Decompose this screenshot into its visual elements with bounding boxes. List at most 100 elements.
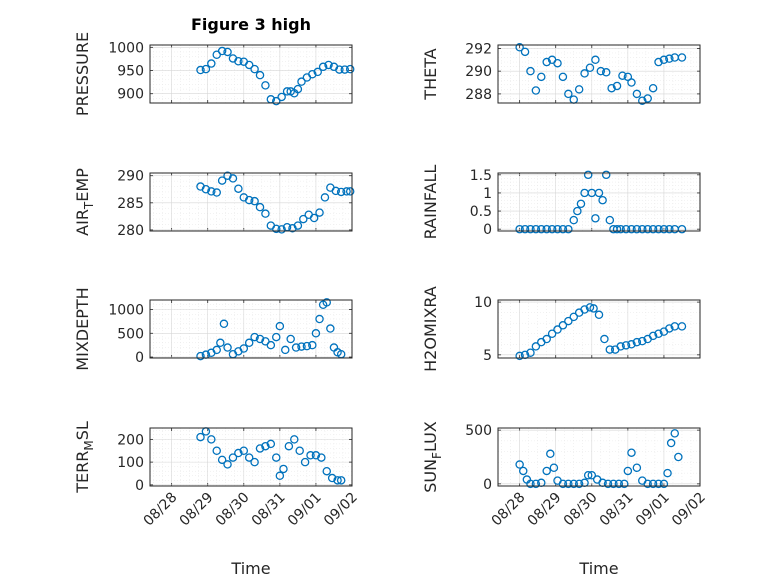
data-point [531,479,541,489]
y-axis-label: SUNFLUX [421,421,444,493]
y-axis-label: PRESSURE [73,32,92,116]
data-point [223,343,232,352]
data-point [515,351,524,361]
data-point [558,72,568,82]
x-tick-label: 08/28 [141,490,181,530]
y-tick-label: 100 [117,455,144,471]
data-point [546,449,555,459]
axes-box [149,427,353,487]
x-axis-label: Time [578,559,618,578]
data-point [228,174,238,183]
data-point [648,331,658,341]
data-point [345,64,355,74]
y-tick-label: 0 [483,222,492,238]
y-axis-label: MIXDEPTH [73,287,92,370]
figure-title: Figure 3 high [191,15,311,34]
y-axis-label: H2OMIXRA [421,286,440,372]
data-point [665,324,674,333]
data-point [627,224,636,234]
data-point [322,466,331,476]
subplot-2: 280 285 290 AIRTEMP [73,168,355,239]
data-point [659,55,669,65]
axes-box [149,44,353,104]
data-point [569,215,579,225]
data-point [603,479,613,489]
data-point [255,70,265,80]
data-point [250,457,259,467]
data-point [620,479,629,489]
x-tick-label: 08/28 [489,490,529,530]
axes-frame [497,299,701,359]
data-point [632,463,642,472]
data-point [266,439,276,449]
data-point [663,468,672,478]
x-axis-label: Time [230,559,270,578]
data-point [309,213,319,223]
y-tick-label: 0 [135,350,144,366]
data-point [520,224,530,234]
data-point [665,54,674,63]
data-point [573,206,582,216]
data-point [589,304,598,313]
data-point [519,466,528,476]
data-point [340,65,350,74]
data-point [616,224,625,234]
y-axis-label: THETA [421,48,440,100]
data-point [648,224,658,234]
data-point [207,187,216,196]
data-point [244,453,254,462]
data-point [196,351,205,361]
data-point [275,471,285,481]
data-point [654,57,663,67]
x-tick-label: 08/30 [213,490,253,530]
data-point [526,224,535,234]
data-point [244,338,254,348]
data-point [223,47,232,57]
data-point [196,432,205,442]
data-point [322,298,331,307]
data-point [271,224,281,234]
data-point [558,321,568,330]
subplot-7: 0 500 SUNFLUX 08/2808/2908/3008/3109/0109/0… [421,421,709,578]
data-point [255,334,265,344]
data-point [293,84,303,94]
y-tick-label: 290 [117,169,144,185]
axes-frame [149,44,353,104]
data-point [666,438,676,448]
data-point [217,176,227,185]
data-point [677,53,687,62]
y-tick-label: 285 [117,196,144,212]
data-point [207,59,216,68]
data-point [290,435,299,444]
x-tick-label: 08/30 [561,490,601,530]
data-point [320,193,330,202]
data-point [542,57,551,67]
data-point [207,435,216,444]
data-point [616,342,625,351]
data-point [627,78,636,87]
data-point [308,69,317,79]
data-point [638,336,647,346]
data-point [564,316,573,326]
y-tick-label: 280 [117,223,144,239]
axes-frame [149,299,353,359]
data-point [648,479,658,489]
data-point [336,476,346,485]
data-point [612,224,622,234]
data-point [607,83,616,93]
data-point [293,221,303,230]
data-point [300,457,310,467]
subplot-3: 0 0.5 1 1.5 RAINFALL [421,165,701,239]
data-point [580,305,589,314]
data-point [271,332,281,342]
data-point [583,170,593,180]
data-point [313,67,322,77]
data-point [549,463,559,472]
data-point [234,184,243,193]
axes-box [497,427,701,487]
data-point [677,224,687,234]
y-tick-label: 0.5 [470,204,492,220]
y-tick-label: 0 [135,478,144,494]
data-point [335,65,344,74]
data-point [643,479,652,489]
